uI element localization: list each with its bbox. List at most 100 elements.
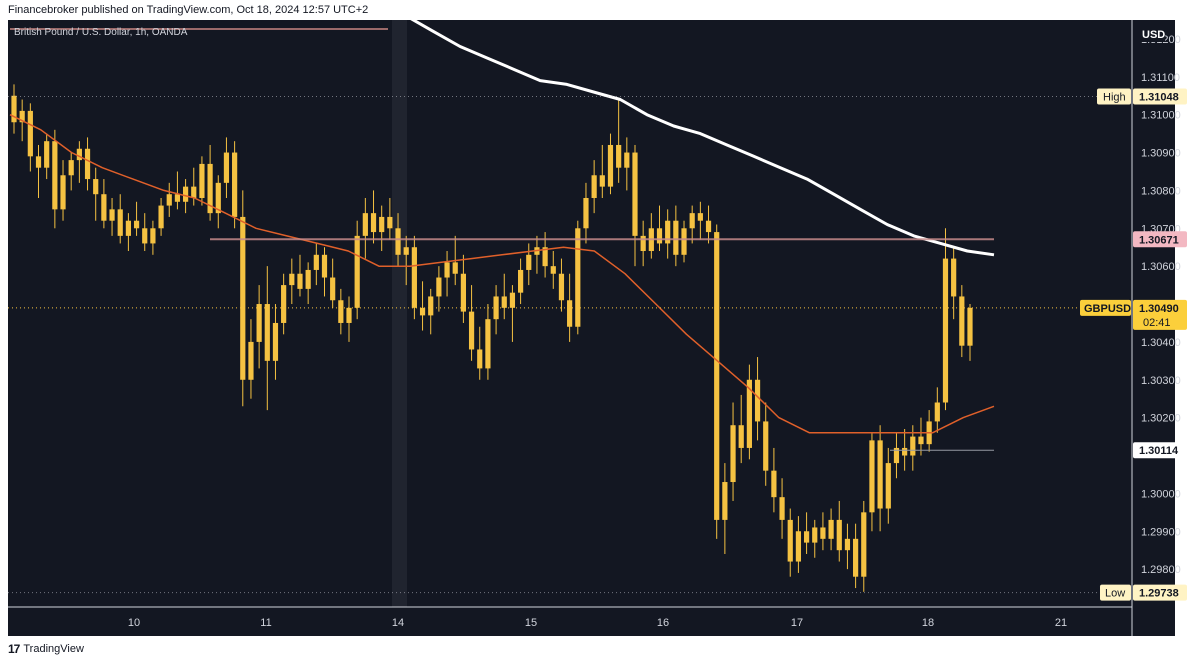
candle-body bbox=[264, 304, 270, 361]
candle-body bbox=[485, 319, 491, 369]
tradingview-footer: 17 TradingView bbox=[8, 642, 84, 656]
candle-body bbox=[673, 220, 679, 255]
price-tick-label: 1.30800 bbox=[1141, 185, 1181, 197]
candle-body bbox=[795, 531, 802, 562]
candle-body bbox=[844, 538, 851, 551]
candle-body bbox=[117, 209, 123, 236]
price-tick-label: 1.29900 bbox=[1141, 526, 1181, 538]
session-highlight bbox=[392, 20, 407, 607]
candle-body bbox=[836, 519, 842, 551]
moving-average-fast-line bbox=[9, 114, 995, 434]
price-tick-label: 1.31000 bbox=[1141, 110, 1181, 122]
candle-body bbox=[853, 538, 859, 577]
candle-body bbox=[714, 232, 720, 520]
candle-body bbox=[681, 228, 687, 255]
candle-body bbox=[191, 186, 197, 198]
candle-body bbox=[861, 512, 867, 577]
candle-body bbox=[305, 269, 311, 289]
candle-body bbox=[550, 266, 556, 274]
candle-body bbox=[362, 213, 368, 236]
candle-body bbox=[567, 300, 573, 327]
time-tick-label: 11 bbox=[260, 617, 271, 629]
candle-body bbox=[599, 175, 605, 187]
candle-body bbox=[705, 220, 712, 233]
candle-body bbox=[338, 300, 344, 323]
time-tick-label: 21 bbox=[1055, 617, 1067, 629]
currency-label: USD bbox=[1142, 29, 1165, 41]
current-symbol-box bbox=[1080, 299, 1131, 316]
candle-body bbox=[84, 148, 91, 180]
candle-body bbox=[248, 341, 254, 380]
candle-body bbox=[477, 349, 483, 369]
candle-body bbox=[93, 179, 99, 195]
candle-body bbox=[771, 470, 777, 498]
candle-body bbox=[877, 440, 883, 509]
candle-body bbox=[902, 447, 908, 456]
candle-body bbox=[256, 304, 262, 342]
candle-body bbox=[76, 148, 82, 161]
candle-body bbox=[452, 262, 458, 274]
candle-body bbox=[379, 216, 385, 233]
high-tag-label: High bbox=[1103, 91, 1126, 103]
candle-body bbox=[812, 527, 818, 543]
price-tick-label: 1.30000 bbox=[1141, 488, 1181, 500]
low-tag-box bbox=[1100, 584, 1131, 601]
candle-body bbox=[321, 254, 328, 278]
candle-body bbox=[509, 292, 516, 308]
candle-body bbox=[419, 307, 426, 316]
price-tick-label: 1.30900 bbox=[1141, 148, 1181, 160]
candle-body bbox=[869, 440, 875, 513]
current-price-value: 1.30490 bbox=[1139, 303, 1179, 315]
candle-body bbox=[44, 141, 50, 168]
candle-body bbox=[616, 144, 622, 168]
candle-body bbox=[624, 152, 630, 168]
candle-body bbox=[738, 425, 744, 448]
candle-body bbox=[297, 273, 303, 289]
candle-body bbox=[158, 205, 164, 229]
candle-body bbox=[272, 322, 279, 361]
current-price-box bbox=[1133, 299, 1187, 330]
candle-body bbox=[640, 235, 646, 252]
candle-body bbox=[35, 156, 42, 168]
candle-body bbox=[150, 228, 156, 244]
candle-body bbox=[689, 213, 695, 229]
tradingview-brand: TradingView bbox=[23, 643, 84, 655]
candle-body bbox=[787, 519, 793, 562]
high-price-box bbox=[1133, 88, 1187, 105]
candle-body bbox=[607, 144, 614, 187]
candle-body bbox=[665, 220, 671, 244]
resistance-level-value: 1.30671 bbox=[1139, 234, 1179, 246]
candle-body bbox=[330, 277, 336, 301]
candle-body bbox=[632, 152, 638, 236]
resistance-level-box bbox=[1133, 231, 1187, 248]
candle-body bbox=[910, 436, 916, 456]
candle-body bbox=[575, 228, 581, 327]
candle-body bbox=[820, 527, 826, 539]
candle-body bbox=[722, 482, 728, 520]
candle-body bbox=[232, 152, 238, 217]
current-symbol-label: GBPUSD bbox=[1084, 303, 1131, 315]
countdown-label: 02:41 bbox=[1143, 317, 1171, 329]
candle-body bbox=[289, 273, 295, 286]
candle-body bbox=[959, 296, 965, 346]
candle-body bbox=[182, 186, 189, 202]
support-level-value: 1.30114 bbox=[1139, 445, 1179, 457]
candle-body bbox=[354, 235, 360, 308]
candle-body bbox=[951, 258, 957, 297]
time-tick-label: 16 bbox=[657, 617, 669, 629]
low-price-box bbox=[1133, 584, 1187, 601]
price-tick-label: 1.30300 bbox=[1141, 375, 1181, 387]
candle-body bbox=[19, 110, 25, 123]
candle-body bbox=[436, 277, 442, 297]
candle-body bbox=[893, 447, 900, 464]
candle-body bbox=[803, 531, 810, 543]
candle-body bbox=[583, 197, 589, 229]
candle-body bbox=[754, 379, 761, 422]
time-tick-label: 14 bbox=[392, 617, 404, 629]
time-tick-label: 17 bbox=[791, 617, 803, 629]
candle-body bbox=[828, 519, 834, 539]
candle-body bbox=[313, 254, 319, 270]
price-tick-label: 1.30200 bbox=[1141, 413, 1181, 425]
time-axis-panel bbox=[8, 607, 1132, 636]
